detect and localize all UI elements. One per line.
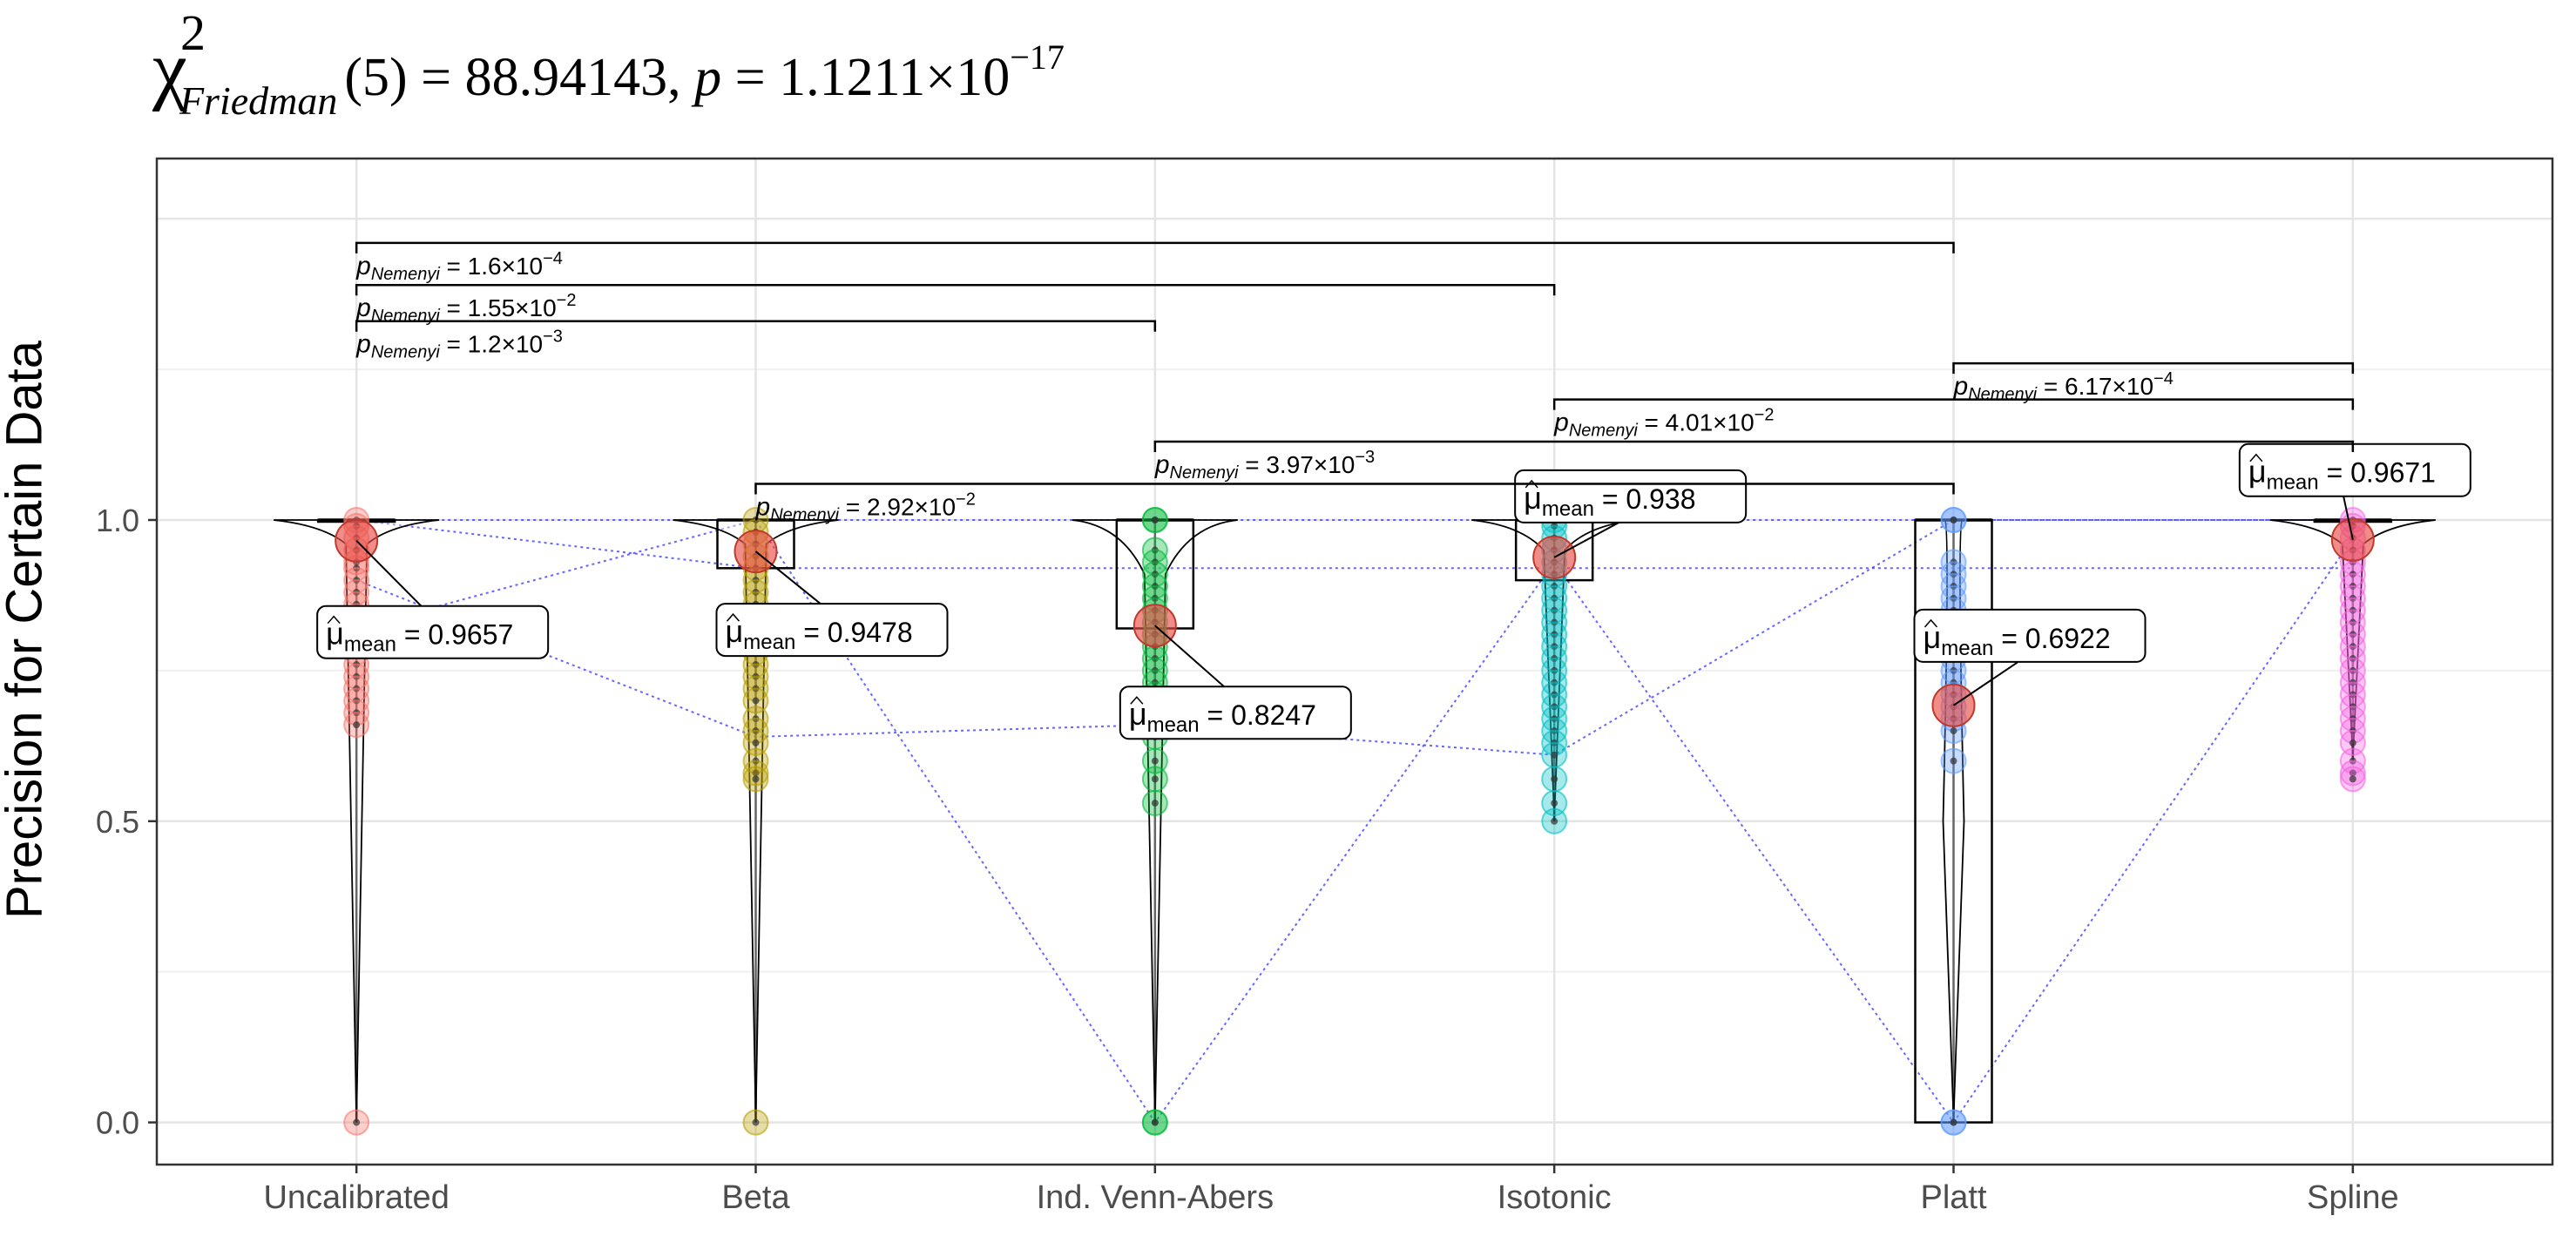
bracket-label: pNemenyi = 3.97×10−3	[1154, 448, 1375, 483]
violin	[673, 519, 839, 1119]
mean-label-leader	[1553, 521, 1619, 558]
mean-label-leader	[355, 539, 423, 607]
mean-label-text: μmean = 0.9657	[326, 616, 513, 657]
violin	[274, 519, 440, 1119]
mean-label-box	[316, 604, 550, 659]
data-point-center	[2349, 739, 2356, 746]
mean-label-2: μmean = 0.8247	[1119, 625, 1352, 740]
data-point-center	[1151, 1118, 1159, 1126]
mean-label-5: μmean = 0.9671	[2238, 442, 2471, 540]
title-chi-superscript: 2	[179, 4, 206, 61]
violin	[2269, 519, 2436, 758]
x-tick-label: Platt	[1920, 1179, 1986, 1216]
bracket-label: pNemenyi = 2.92×10−2	[755, 490, 976, 524]
x-tick-label: Beta	[721, 1179, 790, 1216]
connector-line-3	[355, 518, 2354, 1125]
mean-hat	[2249, 453, 2263, 463]
pairwise-bracket-0: pNemenyi = 1.6×10−4	[355, 241, 1955, 284]
y-tick-label: 0.0	[96, 1105, 139, 1141]
bracket-line	[754, 483, 1955, 495]
title-p-label: p	[694, 48, 722, 107]
pairwise-bracket-2: pNemenyi = 1.2×10−3	[355, 320, 1157, 362]
data-point-center	[353, 1118, 361, 1126]
mean-label-leader	[1952, 661, 2019, 706]
mean-label-leader	[754, 550, 821, 604]
data-point-center	[1151, 757, 1159, 765]
title-chi: χ	[152, 26, 187, 112]
bracket-label: pNemenyi = 4.01×10−2	[1553, 406, 1774, 441]
mean-label-1: μmean = 0.9478	[715, 550, 949, 658]
pairwise-bracket-5: pNemenyi = 3.97×10−3	[1153, 440, 2355, 483]
mean-label-text: μmean = 0.9478	[726, 613, 913, 654]
mean-hat	[327, 615, 341, 625]
mean-label-text: μmean = 0.8247	[1129, 696, 1316, 737]
mean-label-leader	[1154, 625, 1225, 687]
data-point-center	[752, 739, 760, 746]
mean-label-box	[1119, 686, 1352, 740]
data-point-center	[1551, 817, 1558, 825]
plot-border	[155, 157, 2554, 1166]
mean-label-box	[715, 603, 949, 658]
data-point-center	[1151, 800, 1159, 807]
data-point-center	[1950, 757, 1957, 765]
mean-hat	[1525, 479, 1538, 489]
y-tick-label: 1.0	[96, 503, 139, 538]
mean-label-text: μmean = 0.9671	[2248, 454, 2436, 495]
data-point-center	[1551, 800, 1558, 807]
connector-line-2	[355, 518, 2353, 756]
mean-hat	[1924, 618, 1938, 628]
bracket-label: pNemenyi = 1.2×10−3	[355, 328, 563, 362]
data-point-center	[1950, 1118, 1957, 1126]
data-point-center	[2349, 769, 2356, 777]
connector-line-1	[356, 518, 2353, 570]
data-point-center	[752, 775, 760, 783]
mean-label-text: μmean = 0.938	[1524, 480, 1695, 521]
violin	[1072, 519, 1238, 1119]
bracket-label: pNemenyi = 1.6×10−4	[355, 249, 563, 284]
title-statistic: (5) = 88.94143, p = 1.1211×10−17	[344, 37, 1064, 107]
chart-title: χ2 Friedman (5) = 88.94143, p = 1.1211×10−…	[152, 4, 1091, 123]
data-point-center	[1950, 516, 1957, 523]
data-point-center	[1551, 751, 1558, 759]
mean-label-text: μmean = 0.6922	[1924, 619, 2111, 660]
data-point-center	[752, 769, 760, 777]
mean-label-leader	[2343, 496, 2354, 540]
mean-label-box	[2238, 442, 2471, 497]
data-point-center	[2349, 775, 2356, 783]
data-point-center	[752, 697, 760, 705]
x-tick-label: Spline	[2307, 1179, 2399, 1216]
group-spline	[2269, 506, 2436, 793]
mean-hat	[726, 612, 740, 622]
data-point-center	[752, 1118, 760, 1126]
x-tick-label: Isotonic	[1498, 1179, 1612, 1216]
data-point-center	[1151, 775, 1159, 783]
bracket-line	[1552, 398, 2355, 410]
data-point-center	[1551, 775, 1558, 783]
bracket-line	[355, 283, 1556, 296]
title-subscript: Friedman	[179, 78, 338, 123]
data-point-center	[1151, 516, 1159, 523]
title-p-exponent: −17	[1010, 37, 1065, 77]
data-point-center	[1950, 727, 1957, 735]
title-p-value: = 1.1211×10	[721, 48, 1011, 107]
mean-label-box	[1913, 608, 2147, 663]
mean-hat	[1130, 696, 1144, 705]
mean-label-4: μmean = 0.6922	[1913, 608, 2147, 706]
bracket-line	[1952, 361, 2355, 375]
group-isotonic	[1471, 506, 1638, 834]
pairwise-bracket-6: pNemenyi = 2.92×10−2	[754, 483, 1955, 524]
title-df: (5) = 88.94143,	[344, 48, 695, 107]
data-point-center	[353, 721, 361, 729]
x-tick-label: Ind. Venn-Abers	[1037, 1179, 1274, 1216]
plot-panel	[157, 159, 2552, 1165]
x-tick-label: Uncalibrated	[263, 1179, 449, 1216]
mean-label-0: μmean = 0.9657	[316, 539, 550, 659]
bracket-line	[355, 320, 1157, 332]
bracket-line	[1153, 440, 2355, 453]
pairwise-bracket-4: pNemenyi = 4.01×10−2	[1552, 398, 2355, 441]
y-tick-label: 0.5	[96, 804, 139, 840]
bracket-line	[355, 241, 1955, 253]
